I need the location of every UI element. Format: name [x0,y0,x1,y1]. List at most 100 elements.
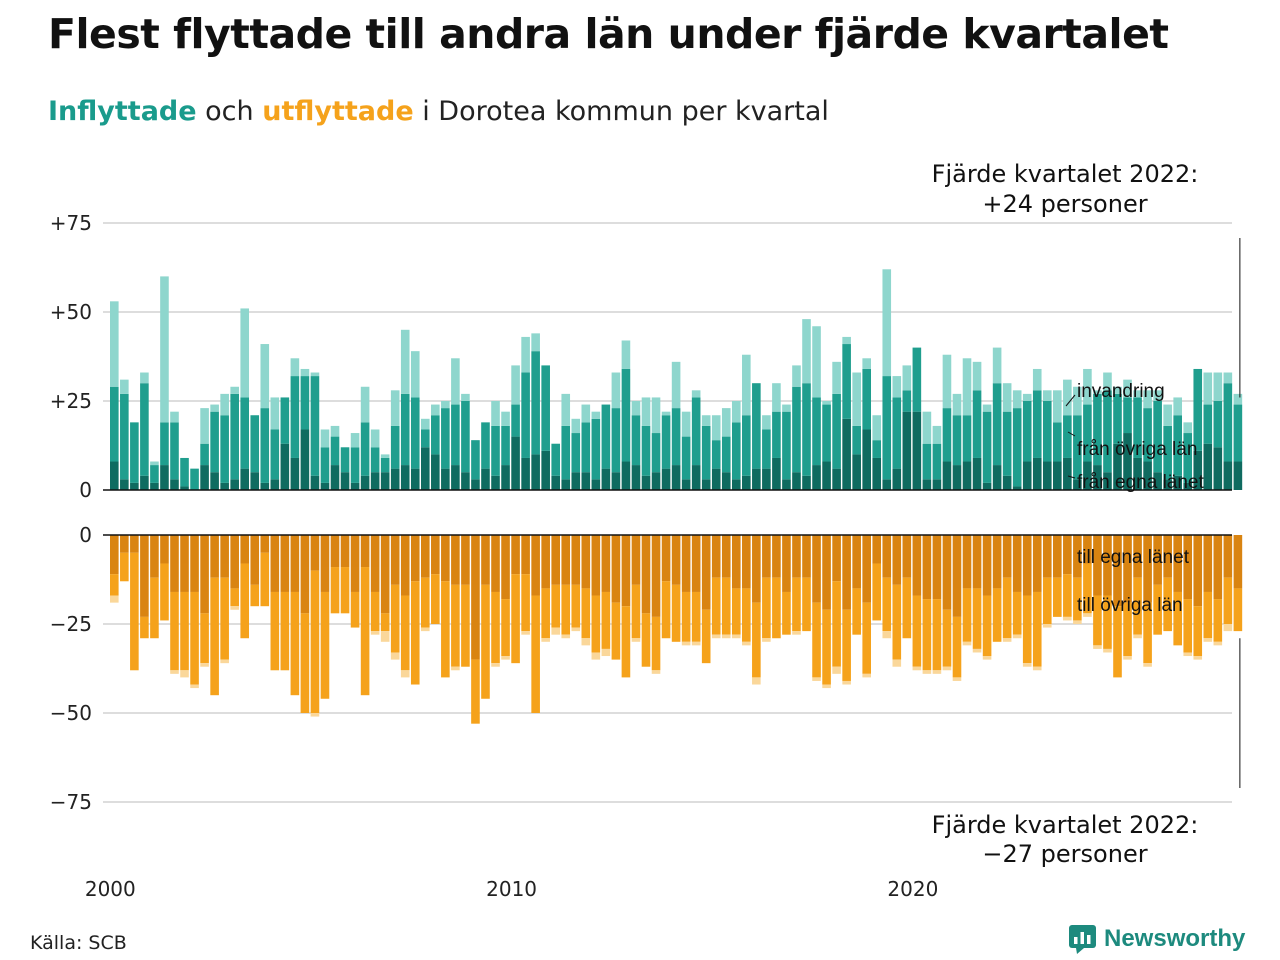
bar-in-egna [912,411,922,490]
bar-in-invandring [1183,422,1193,434]
bar-in-ovriga [290,376,300,458]
bar-out-ovriga [410,581,420,685]
bar-in-egna [210,472,219,490]
bar-out-ovriga [1053,577,1062,617]
bar-in-ovriga [621,368,631,462]
bar-out-utvandring [842,680,851,685]
bar-in-egna [822,461,831,490]
bar-in-invandring [531,333,540,352]
bar-in-egna [340,472,350,490]
bar-out-egna [340,535,350,568]
bar-in-ovriga [200,443,209,466]
bar-in-egna [681,479,691,490]
bar-in-ovriga [862,368,871,430]
bar-out-ovriga [661,581,671,639]
bar-in-invandring [1173,397,1182,416]
bar-out-egna [320,535,330,592]
bar-in-ovriga [1103,390,1112,473]
bar-out-ovriga [300,613,310,713]
bar-in-ovriga [1143,408,1152,462]
bar-out-egna [441,535,450,582]
bar-out-ovriga [591,595,601,653]
bar-out-egna [992,535,1002,589]
bar-out-egna [1223,535,1233,578]
bar-in-egna [481,468,490,490]
bar-in-invandring [1022,393,1032,401]
bar-in-invandring [581,404,591,423]
bar-in-egna [180,486,189,490]
bar-out-ovriga [150,577,159,639]
bar-in-ovriga [812,397,821,466]
bar-in-egna [511,436,520,490]
bar-out-utvandring [1073,620,1082,624]
bar-out-ovriga [1223,577,1233,624]
bar-out-ovriga [571,584,581,628]
bar-in-invandring [1002,383,1012,412]
bar-in-egna [982,482,992,490]
bar-in-invandring [571,418,581,434]
bar-out-utvandring [832,666,841,674]
bar-out-ovriga [1163,577,1172,632]
bar-out-ovriga [370,591,380,632]
bar-in-egna [561,479,571,490]
bar-in-egna [1073,479,1082,490]
bar-in-invandring [892,376,902,398]
bar-out-utvandring [631,638,641,642]
y-tick-label-bottom: −75 [50,790,92,814]
bar-in-invandring [792,365,801,387]
bar-out-utvandring [1183,652,1193,657]
bar-in-egna [170,479,179,490]
bar-out-egna [1183,535,1193,600]
bar-in-egna [1203,443,1213,490]
bar-in-invandring [431,404,440,416]
bar-in-egna [902,411,912,490]
bar-in-invandring [410,351,420,398]
bar-out-ovriga [1173,591,1182,646]
bar-out-egna [561,535,571,585]
bar-out-utvandring [972,648,982,653]
bar-in-ovriga [230,393,239,480]
bar-out-egna [922,535,932,600]
bar-in-invandring [330,425,340,437]
bar-in-egna [370,472,380,490]
bar-out-egna [1143,535,1152,603]
bar-in-invandring [1223,372,1233,384]
bar-in-ovriga [641,425,651,476]
bar-out-ovriga [922,599,932,671]
bar-out-ovriga [721,577,731,635]
bar-in-egna [1173,475,1182,490]
bar-out-ovriga [471,659,480,724]
bar-out-ovriga [1153,584,1162,635]
bar-out-ovriga [1113,606,1122,678]
bar-in-invandring [721,408,731,437]
leader-tick [1065,394,1076,407]
bar-in-ovriga [561,425,571,480]
bar-out-egna [1113,535,1122,607]
bar-out-egna [240,535,250,564]
bar-out-utvandring [691,641,701,646]
bar-out-egna [230,535,239,589]
bar-in-ovriga [902,390,912,412]
bar-in-ovriga [190,468,199,490]
bar-in-ovriga [370,447,380,473]
bar-out-ovriga [320,591,330,699]
bar-out-ovriga [180,591,189,671]
bar-in-ovriga [942,408,952,462]
bar-out-ovriga [260,552,270,607]
bar-out-ovriga [1203,591,1213,639]
bar-out-egna [651,535,661,617]
bar-in-invandring [762,415,771,430]
bar-in-ovriga [1093,393,1102,466]
bar-in-invandring [992,347,1002,384]
bar-out-utvandring [1012,634,1022,639]
bar-out-ovriga [872,563,882,621]
bar-out-ovriga [691,591,701,642]
bar-in-ovriga [380,457,390,473]
bar-in-egna [1193,450,1203,490]
bar-out-egna [1063,535,1072,575]
bar-out-utvandring [451,666,460,671]
bar-in-invandring [611,372,621,409]
bar-out-ovriga [631,584,641,639]
bar-out-utvandring [892,659,902,667]
bar-out-ovriga [972,588,982,649]
